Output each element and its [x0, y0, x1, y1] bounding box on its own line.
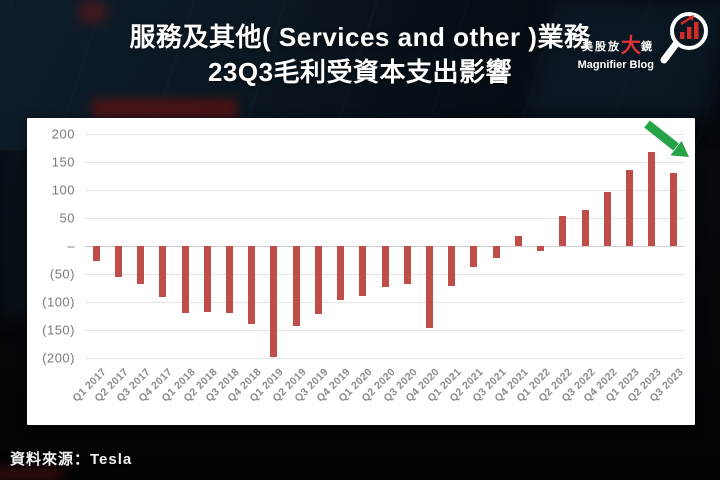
gridline	[85, 218, 685, 219]
bar-q4-2020	[425, 246, 433, 329]
bar-q4-2018	[248, 246, 256, 325]
y-tick-label: (100)	[42, 294, 75, 310]
bar-q1-2021	[448, 246, 456, 286]
title-line-2: 23Q3毛利受資本支出影響	[207, 57, 513, 87]
bar-q4-2019	[337, 246, 345, 300]
bar-q3-2018	[225, 246, 233, 314]
gridline	[85, 302, 685, 303]
bar-q3-2019	[314, 246, 322, 315]
bar-q4-2022	[603, 192, 611, 246]
bar-q1-2022	[537, 246, 545, 252]
bar-q2-2021	[470, 246, 478, 268]
bar-q3-2022	[581, 209, 589, 246]
bar-q3-2020	[403, 246, 411, 284]
brand-emphasis-char: 大	[621, 34, 641, 57]
bar-q4-2021	[514, 235, 522, 246]
y-tick-label: (150)	[42, 322, 75, 338]
brand-name-english: Magnifier Blog	[577, 58, 654, 71]
page-title: 服務及其他( Services and other )業務 23Q3毛利受資本支…	[0, 20, 720, 90]
bar-q2-2023	[648, 151, 656, 246]
background-red-blur	[0, 466, 62, 480]
x-axis: Q1 2017 Q2 2017 Q3 2017 Q4 2017 Q1 2018 Q2 20…	[70, 358, 686, 422]
gridline	[85, 358, 685, 359]
brand-text: 美股放大鏡 Magnifier Blog	[578, 29, 654, 71]
magnifier-chart-icon	[656, 8, 714, 77]
y-axis: 200 150 100 50 – (50) (100) (150) (200)	[27, 118, 79, 366]
bar-q4-2017	[159, 246, 167, 297]
plot-area	[85, 134, 685, 359]
bar-q1-2017	[92, 246, 100, 261]
brand-name-chinese: 美股放大鏡	[582, 34, 654, 57]
title-line-1: 服務及其他( Services and other )業務	[129, 22, 591, 52]
y-tick-label: 50	[59, 210, 75, 226]
bar-q1-2019	[270, 246, 278, 357]
bar-q3-2017	[137, 246, 145, 284]
bar-q3-2023	[670, 172, 678, 246]
gridline	[85, 330, 685, 331]
background-red-blur	[92, 99, 237, 119]
bar-q2-2017	[114, 246, 122, 277]
y-tick-label: –	[67, 238, 75, 254]
bar-q1-2018	[181, 246, 189, 314]
y-tick-label: 100	[51, 182, 75, 198]
y-tick-label: (200)	[42, 350, 75, 366]
bar-q2-2020	[381, 246, 389, 288]
y-tick-label: (50)	[49, 266, 75, 282]
y-tick-label: 150	[51, 154, 75, 170]
gridline	[85, 134, 685, 135]
gridline	[85, 162, 685, 163]
bar-q1-2020	[359, 246, 367, 297]
bar-q2-2018	[203, 246, 211, 312]
y-tick-label: 200	[51, 126, 75, 142]
chart-card: 200 150 100 50 – (50) (100) (150) (200) Q1 2017 Q…	[27, 118, 695, 425]
background-red-blur	[80, 2, 106, 22]
bar-q2-2019	[292, 246, 300, 326]
gridline	[85, 190, 685, 191]
brand-logo: 美股放大鏡 Magnifier Blog	[578, 8, 714, 77]
data-source-label: 資料來源：Tesla	[10, 451, 133, 468]
bar-q1-2023	[625, 169, 633, 246]
green-arrow-annotation-icon	[639, 118, 699, 169]
bar-q2-2022	[559, 215, 567, 246]
bar-q3-2021	[492, 246, 500, 258]
